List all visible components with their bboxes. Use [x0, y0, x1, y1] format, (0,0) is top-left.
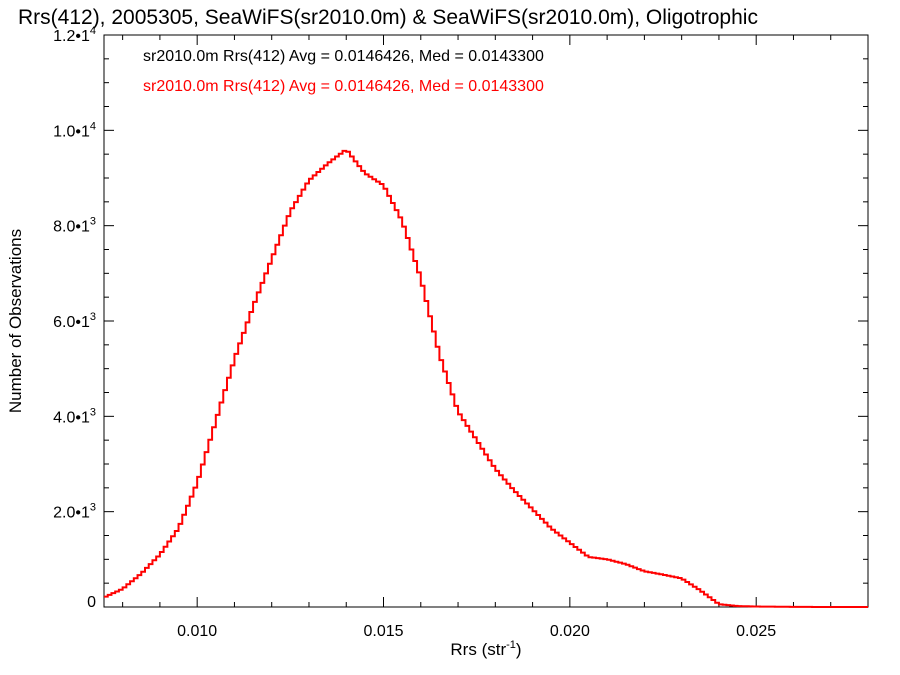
y-tick-mantissa: 8.0•1 — [53, 219, 90, 236]
y-tick-exponent: 3 — [90, 216, 96, 228]
plot-frame — [103, 34, 869, 608]
y-tick-label: 2.0•13 — [53, 502, 96, 522]
chart-title: Rrs(412), 2005305, SeaWiFS(sr2010.0m) & … — [18, 6, 758, 29]
x-tick-label: 0.015 — [363, 623, 403, 640]
y-tick-label: 1.0•14 — [53, 120, 96, 140]
x-tick-label: 0.020 — [550, 623, 590, 640]
y-tick-mantissa: 1.2•1 — [53, 28, 90, 45]
x-axis-label: Rrs (str-1) — [450, 639, 521, 659]
x-axis-label-end: ) — [516, 640, 522, 659]
y-tick-exponent: 3 — [90, 406, 96, 418]
y-tick-mantissa: 2.0•1 — [53, 505, 90, 522]
x-tick-label: 0.010 — [177, 623, 217, 640]
y-tick-exponent: 3 — [90, 502, 96, 514]
axis-ticks — [104, 34, 869, 608]
x-tick-label: 0.025 — [736, 623, 776, 640]
x-axis-label-sup: -1 — [506, 639, 516, 651]
y-tick-label: 1.2•14 — [53, 25, 96, 45]
y-tick-exponent: 4 — [90, 120, 96, 132]
y-tick-label: 4.0•13 — [53, 406, 96, 426]
y-tick-exponent: 4 — [90, 25, 96, 37]
y-tick-label: 8.0•13 — [53, 216, 96, 236]
y-tick-labels: 02.0•134.0•136.0•138.0•131.0•141.2•14 — [53, 25, 96, 611]
y-axis-label: Number of Observations — [6, 229, 25, 413]
y-tick-mantissa: 0 — [87, 594, 96, 611]
y-tick-mantissa: 4.0•1 — [53, 409, 90, 426]
y-tick-mantissa: 6.0•1 — [53, 314, 90, 331]
y-tick-label: 0 — [87, 594, 96, 611]
y-tick-mantissa: 1.0•1 — [53, 123, 90, 140]
y-tick-label: 6.0•13 — [53, 311, 96, 331]
histogram-series-line — [104, 149, 868, 608]
x-tick-labels: 0.010 0.015 0.020 0.025 — [177, 623, 776, 640]
legend-entry-1: sr2010.0m Rrs(412) Avg = 0.0146426, Med … — [143, 48, 544, 65]
x-axis-label-main: Rrs (str — [450, 640, 506, 659]
legend-entry-2: sr2010.0m Rrs(412) Avg = 0.0146426, Med … — [143, 78, 544, 95]
y-tick-exponent: 3 — [90, 311, 96, 323]
